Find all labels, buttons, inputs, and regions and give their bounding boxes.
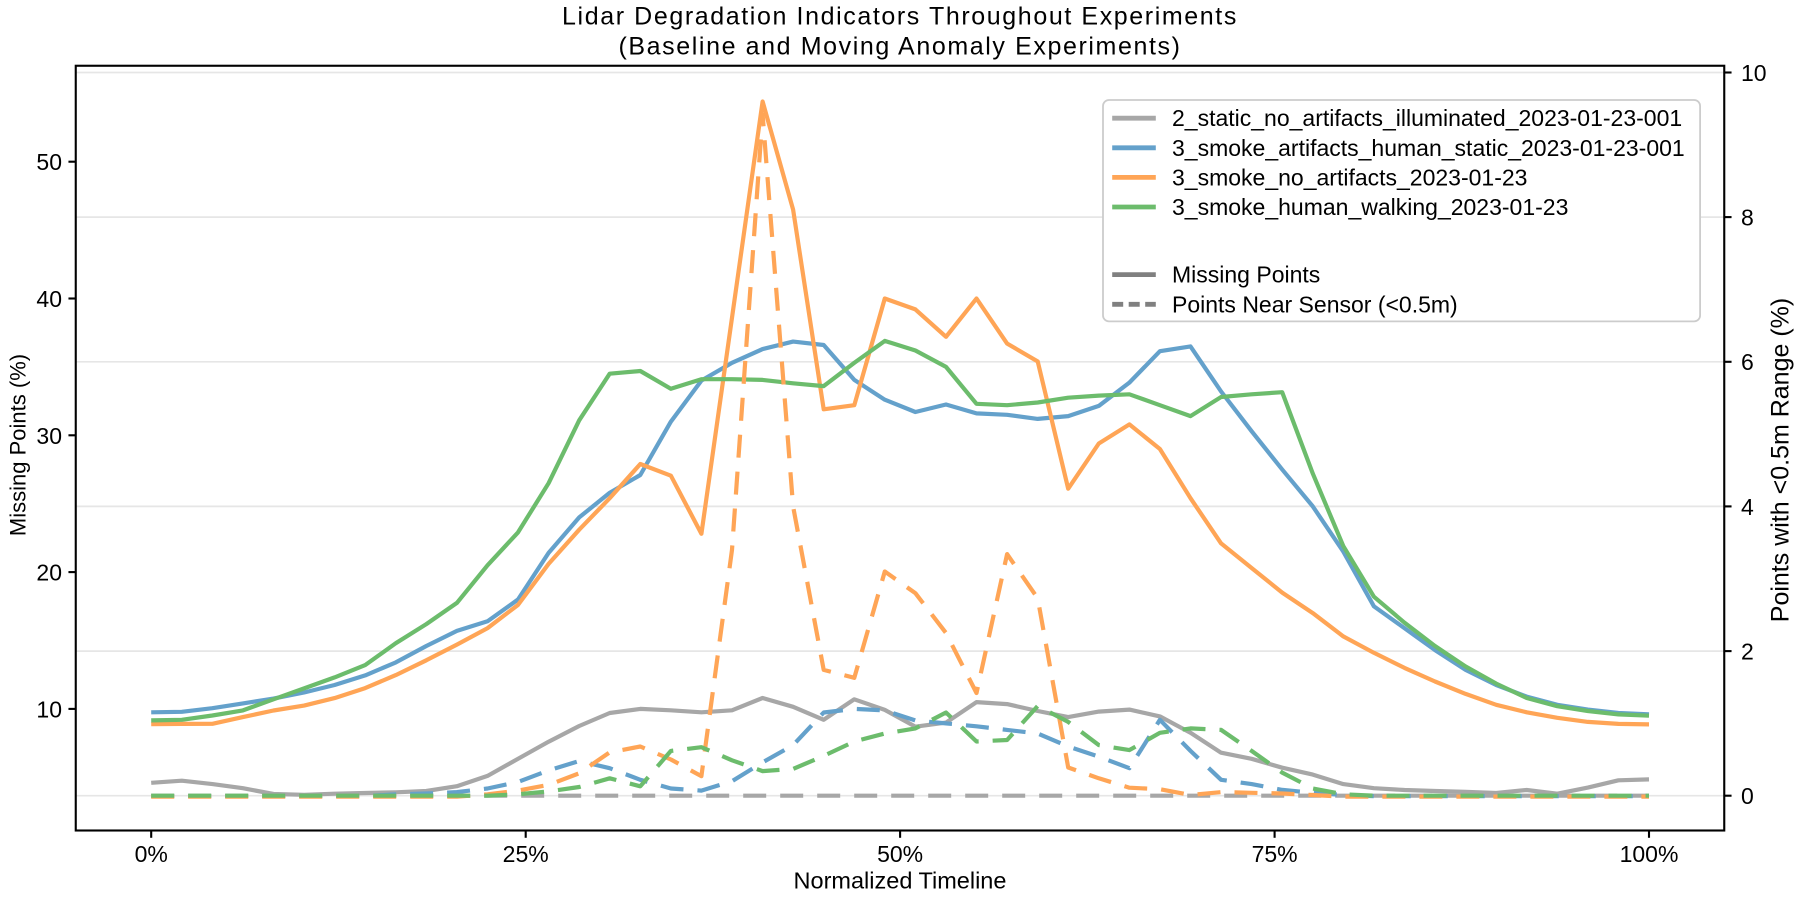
svg-text:30: 30 xyxy=(36,423,62,449)
svg-text:6: 6 xyxy=(1741,349,1754,375)
svg-text:2: 2 xyxy=(1741,639,1754,665)
svg-text:Missing Points (%): Missing Points (%) xyxy=(6,354,31,536)
svg-text:2_static_no_artifacts_illumina: 2_static_no_artifacts_illuminated_2023-0… xyxy=(1172,105,1682,131)
svg-text:0%: 0% xyxy=(135,841,168,867)
svg-text:(Baseline and Moving Anomaly E: (Baseline and Moving Anomaly Experiments… xyxy=(618,32,1181,60)
svg-text:4: 4 xyxy=(1741,494,1754,520)
svg-text:75%: 75% xyxy=(1252,841,1298,867)
svg-text:20: 20 xyxy=(36,560,62,586)
svg-text:10: 10 xyxy=(1741,60,1767,86)
svg-text:Normalized Timeline: Normalized Timeline xyxy=(794,868,1007,894)
svg-text:3_smoke_artifacts_human_static: 3_smoke_artifacts_human_static_2023-01-2… xyxy=(1172,135,1685,161)
svg-text:Points with <0.5m Range (%): Points with <0.5m Range (%) xyxy=(1767,298,1795,622)
svg-text:100%: 100% xyxy=(1620,841,1679,867)
svg-text:3_smoke_no_artifacts_2023-01-2: 3_smoke_no_artifacts_2023-01-23 xyxy=(1172,164,1527,190)
svg-text:Points Near Sensor (<0.5m): Points Near Sensor (<0.5m) xyxy=(1172,291,1458,317)
svg-text:8: 8 xyxy=(1741,205,1754,231)
svg-text:0: 0 xyxy=(1741,783,1754,809)
svg-text:25%: 25% xyxy=(503,841,549,867)
svg-text:Lidar Degradation Indicators T: Lidar Degradation Indicators Throughout … xyxy=(562,3,1238,31)
svg-text:Missing Points: Missing Points xyxy=(1172,262,1320,288)
svg-text:40: 40 xyxy=(36,286,62,312)
svg-text:50%: 50% xyxy=(877,841,923,867)
svg-text:50: 50 xyxy=(36,149,62,175)
svg-text:3_smoke_human_walking_2023-01-: 3_smoke_human_walking_2023-01-23 xyxy=(1172,194,1568,220)
svg-text:10: 10 xyxy=(36,696,62,722)
